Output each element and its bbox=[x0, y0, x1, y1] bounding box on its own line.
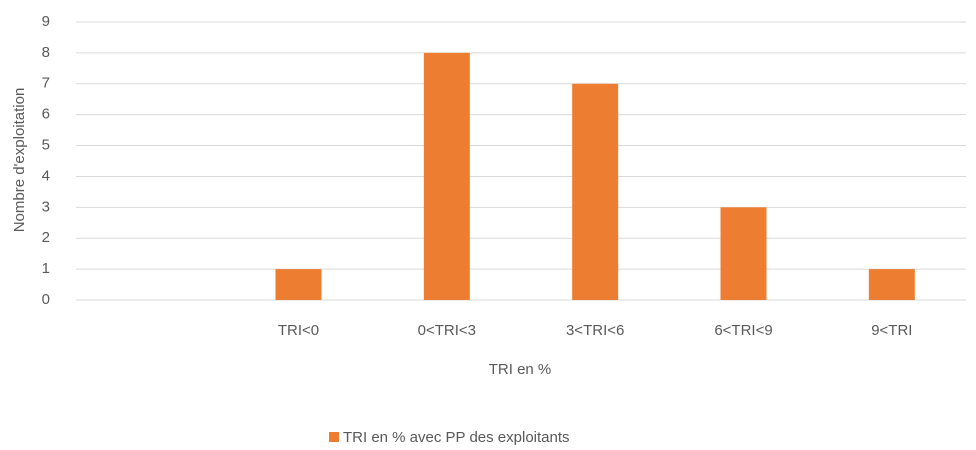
y-axis-title: Nombre d'exploitation bbox=[11, 88, 28, 233]
bar bbox=[572, 83, 619, 301]
legend-label: TRI en % avec PP des exploitants bbox=[343, 429, 570, 446]
y-tick-label: 1 bbox=[42, 260, 50, 277]
x-tick-label: 6<TRI<9 bbox=[714, 322, 772, 339]
y-tick-label: 2 bbox=[42, 229, 50, 246]
legend-swatch bbox=[329, 432, 339, 442]
y-tick-label: 7 bbox=[42, 75, 50, 92]
x-tick-label: 9<TRI bbox=[871, 322, 912, 339]
bar bbox=[868, 269, 915, 300]
bar bbox=[720, 207, 767, 300]
x-axis-title: TRI en % bbox=[489, 361, 552, 378]
y-tick-label: 3 bbox=[42, 198, 50, 215]
y-tick-label: 4 bbox=[42, 167, 50, 184]
x-tick-label: 3<TRI<6 bbox=[566, 322, 624, 339]
x-tick-label: TRI<0 bbox=[278, 322, 319, 339]
x-tick-label: 0<TRI<3 bbox=[418, 322, 476, 339]
bar bbox=[275, 269, 322, 300]
y-tick-label: 8 bbox=[42, 44, 50, 61]
y-tick-label: 5 bbox=[42, 137, 50, 154]
y-tick-label: 0 bbox=[42, 291, 50, 308]
y-tick-label: 6 bbox=[42, 106, 50, 123]
y-tick-label: 9 bbox=[42, 13, 50, 30]
bar bbox=[423, 52, 470, 301]
